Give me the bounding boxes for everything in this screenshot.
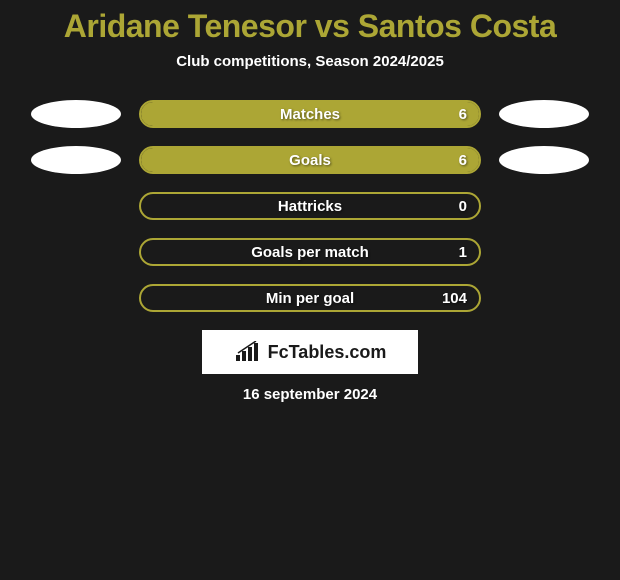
- stat-row: Min per goal 104: [0, 284, 620, 312]
- ellipse-placeholder: [499, 192, 589, 220]
- season-subtitle: Club competitions, Season 2024/2025: [0, 53, 620, 70]
- player-ellipse-left: [31, 146, 121, 174]
- stat-value: 6: [459, 106, 467, 123]
- player-ellipse-left: [31, 100, 121, 128]
- comparison-title: Aridane Tenesor vs Santos Costa: [0, 8, 620, 45]
- stat-label: Matches: [280, 106, 340, 123]
- stat-label: Goals per match: [251, 244, 369, 261]
- stat-row: Goals 6: [0, 146, 620, 174]
- player-ellipse-right: [499, 100, 589, 128]
- stats-list: Matches 6 Goals 6 Hattricks 0 Goals per match 1…: [0, 100, 620, 312]
- stat-bar: Min per goal 104: [139, 284, 481, 312]
- stat-value: 104: [442, 290, 467, 307]
- chart-icon: [234, 341, 262, 363]
- ellipse-placeholder: [31, 284, 121, 312]
- stat-label: Min per goal: [266, 290, 354, 307]
- stat-label: Hattricks: [278, 198, 342, 215]
- stat-row: Hattricks 0: [0, 192, 620, 220]
- stat-bar: Matches 6: [139, 100, 481, 128]
- date-text: 16 september 2024: [0, 386, 620, 403]
- stat-value: 0: [459, 198, 467, 215]
- ellipse-placeholder: [31, 238, 121, 266]
- stat-value: 6: [459, 152, 467, 169]
- ellipse-placeholder: [499, 284, 589, 312]
- player-ellipse-right: [499, 146, 589, 174]
- stat-bar: Hattricks 0: [139, 192, 481, 220]
- stat-label: Goals: [289, 152, 331, 169]
- infographic-container: Aridane Tenesor vs Santos Costa Club com…: [0, 0, 620, 411]
- stat-row: Matches 6: [0, 100, 620, 128]
- source-logo-text: FcTables.com: [268, 342, 387, 363]
- ellipse-placeholder: [31, 192, 121, 220]
- source-logo-box: FcTables.com: [202, 330, 418, 374]
- stat-bar: Goals per match 1: [139, 238, 481, 266]
- stat-bar: Goals 6: [139, 146, 481, 174]
- stat-value: 1: [459, 244, 467, 261]
- ellipse-placeholder: [499, 238, 589, 266]
- stat-row: Goals per match 1: [0, 238, 620, 266]
